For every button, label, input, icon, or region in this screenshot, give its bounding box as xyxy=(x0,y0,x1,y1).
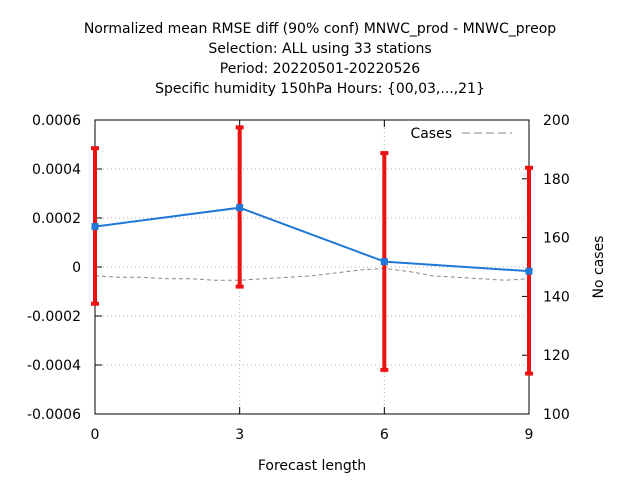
cases-line xyxy=(94,267,530,281)
y2-tick-label-5: 200 xyxy=(543,113,570,129)
y-tick-label-0: -0.0006 xyxy=(27,407,81,423)
rmse-diff-point-2 xyxy=(380,258,388,266)
y-tick-label-2: -0.0002 xyxy=(27,309,81,325)
title-line-4: Specific humidity 150hPa Hours: {00,03,.… xyxy=(155,81,485,97)
x-axis-label: Forecast length xyxy=(258,458,366,474)
y2-tick-label-0: 100 xyxy=(543,407,570,423)
x-tick-label-3: 9 xyxy=(525,427,534,443)
x-tick-label-2: 6 xyxy=(380,427,389,443)
x-tick-label-0: 0 xyxy=(91,427,100,443)
rmse-diff-point-3 xyxy=(525,267,533,275)
y-tick-label-1: -0.0004 xyxy=(27,358,81,374)
title-line-3: Period: 20220501-20220526 xyxy=(219,61,421,77)
title-line-1: Normalized mean RMSE diff (90% conf) MNW… xyxy=(83,21,557,37)
x-tick-label-1: 3 xyxy=(235,427,244,443)
y-tick-label-4: 0.0002 xyxy=(32,211,81,227)
y-tick-label-6: 0.0006 xyxy=(32,113,81,129)
y2-tick-label-1: 120 xyxy=(543,348,570,364)
y2-tick-label-3: 160 xyxy=(543,231,570,247)
rmse-diff-point-0 xyxy=(91,223,99,231)
y-tick-label-3: 0 xyxy=(72,260,81,276)
y2-tick-label-4: 180 xyxy=(543,172,570,188)
y-tick-label-5: 0.0004 xyxy=(32,162,81,178)
rmse-diff-line xyxy=(94,206,530,273)
y2-axis-label: No cases xyxy=(591,236,607,299)
rmse-diff-point-1 xyxy=(236,204,244,212)
legend-label-cases: Cases xyxy=(410,126,452,142)
title-line-2: Selection: ALL using 33 stations xyxy=(208,41,432,57)
y2-tick-label-2: 140 xyxy=(543,289,570,305)
